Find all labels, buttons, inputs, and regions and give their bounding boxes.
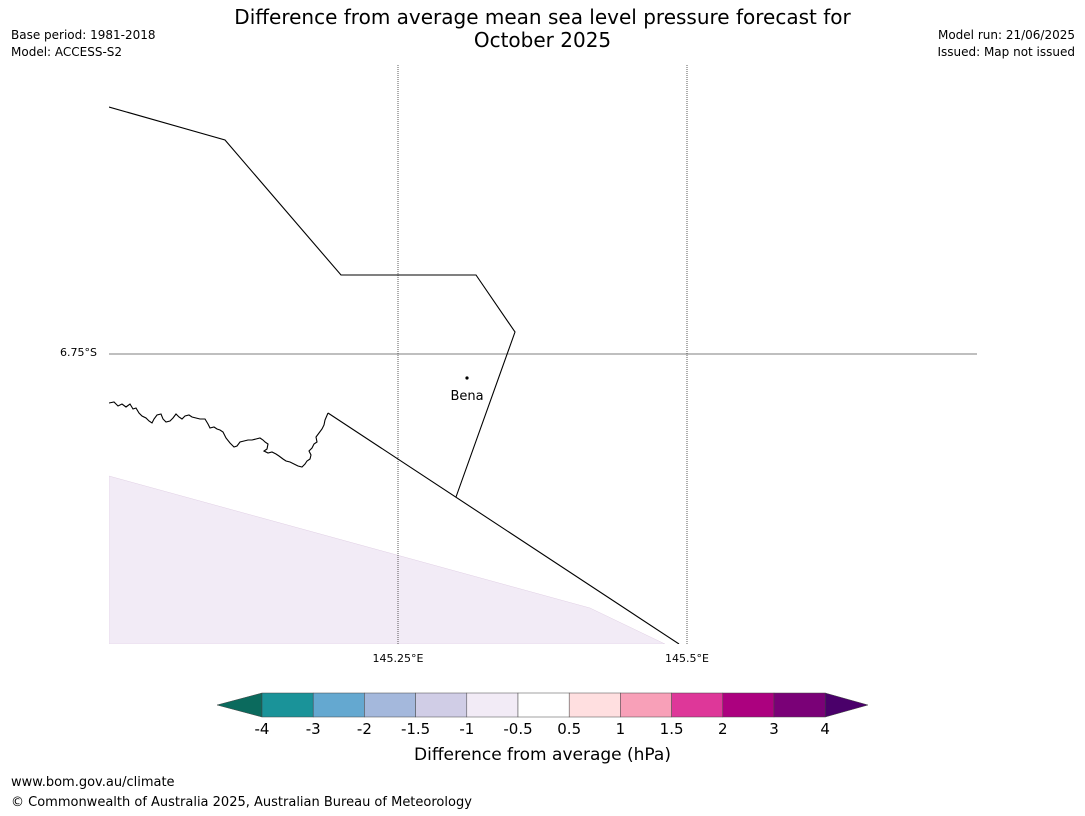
pressure-anomaly-shading bbox=[109, 475, 666, 644]
colorbar-swatch bbox=[722, 692, 775, 718]
province-boundary bbox=[109, 106, 516, 498]
map-title: Difference from average mean sea level p… bbox=[0, 6, 1085, 52]
colorbar-tick-label: 0.5 bbox=[557, 720, 582, 738]
title-line-1: Difference from average mean sea level p… bbox=[234, 5, 851, 29]
footer-url: www.bom.gov.au/climate bbox=[11, 775, 175, 790]
place-label-bena: Bena bbox=[450, 389, 484, 404]
colorbar-swatch bbox=[773, 692, 826, 718]
colorbar-swatch bbox=[261, 692, 314, 718]
footer-copyright: © Commonwealth of Australia 2025, Austra… bbox=[11, 795, 472, 810]
colorbar-tick-label: -4 bbox=[254, 720, 270, 738]
colorbar-swatch bbox=[568, 692, 621, 718]
colorbar-tick-label: -3 bbox=[305, 720, 321, 738]
longitude-label: 145.25°E bbox=[372, 652, 424, 665]
colorbar-tick-label: -2 bbox=[356, 720, 372, 738]
colorbar-tick-label: -1 bbox=[459, 720, 475, 738]
colorbar-swatch bbox=[364, 692, 416, 718]
colorbar-swatch bbox=[620, 692, 672, 718]
longitude-label: 145.5°E bbox=[665, 652, 709, 665]
colorbar-tick-label: 3 bbox=[769, 720, 779, 738]
bena-location-marker bbox=[465, 376, 469, 380]
meta-left: Base period: 1981-2018 Model: ACCESS-S2 bbox=[11, 27, 156, 61]
colorbar-extend-high bbox=[824, 692, 869, 718]
colorbar-swatch bbox=[466, 692, 519, 718]
colorbar-swatch bbox=[517, 692, 570, 718]
title-line-2: October 2025 bbox=[473, 28, 612, 52]
coastline-boundary bbox=[109, 401, 329, 468]
colorbar-tick-label: -0.5 bbox=[503, 720, 533, 738]
colorbar-label: Difference from average (hPa) bbox=[414, 745, 671, 765]
colorbar-tick-label: 1 bbox=[615, 720, 626, 738]
colorbar-tick-label: 2 bbox=[718, 720, 728, 738]
base-period-text: Base period: 1981-2018 bbox=[11, 28, 156, 42]
meta-right: Model run: 21/06/2025 Issued: Map not is… bbox=[937, 27, 1075, 61]
colorbar-swatch bbox=[415, 692, 468, 718]
colorbar-swatch bbox=[312, 692, 365, 718]
colorbar-extend-low bbox=[216, 692, 263, 718]
latitude-label: 6.75°S bbox=[60, 346, 97, 359]
colorbar-swatch bbox=[671, 692, 724, 718]
colorbar-tick-label: 4 bbox=[820, 720, 830, 738]
model-text: Model: ACCESS-S2 bbox=[11, 45, 123, 59]
colorbar-tick-label: -1.5 bbox=[400, 720, 431, 738]
province-boundary bbox=[327, 412, 680, 644]
issued-text: Issued: Map not issued bbox=[937, 45, 1075, 59]
model-run-text: Model run: 21/06/2025 bbox=[937, 28, 1075, 42]
colorbar-tick-label: 1.5 bbox=[659, 720, 684, 738]
